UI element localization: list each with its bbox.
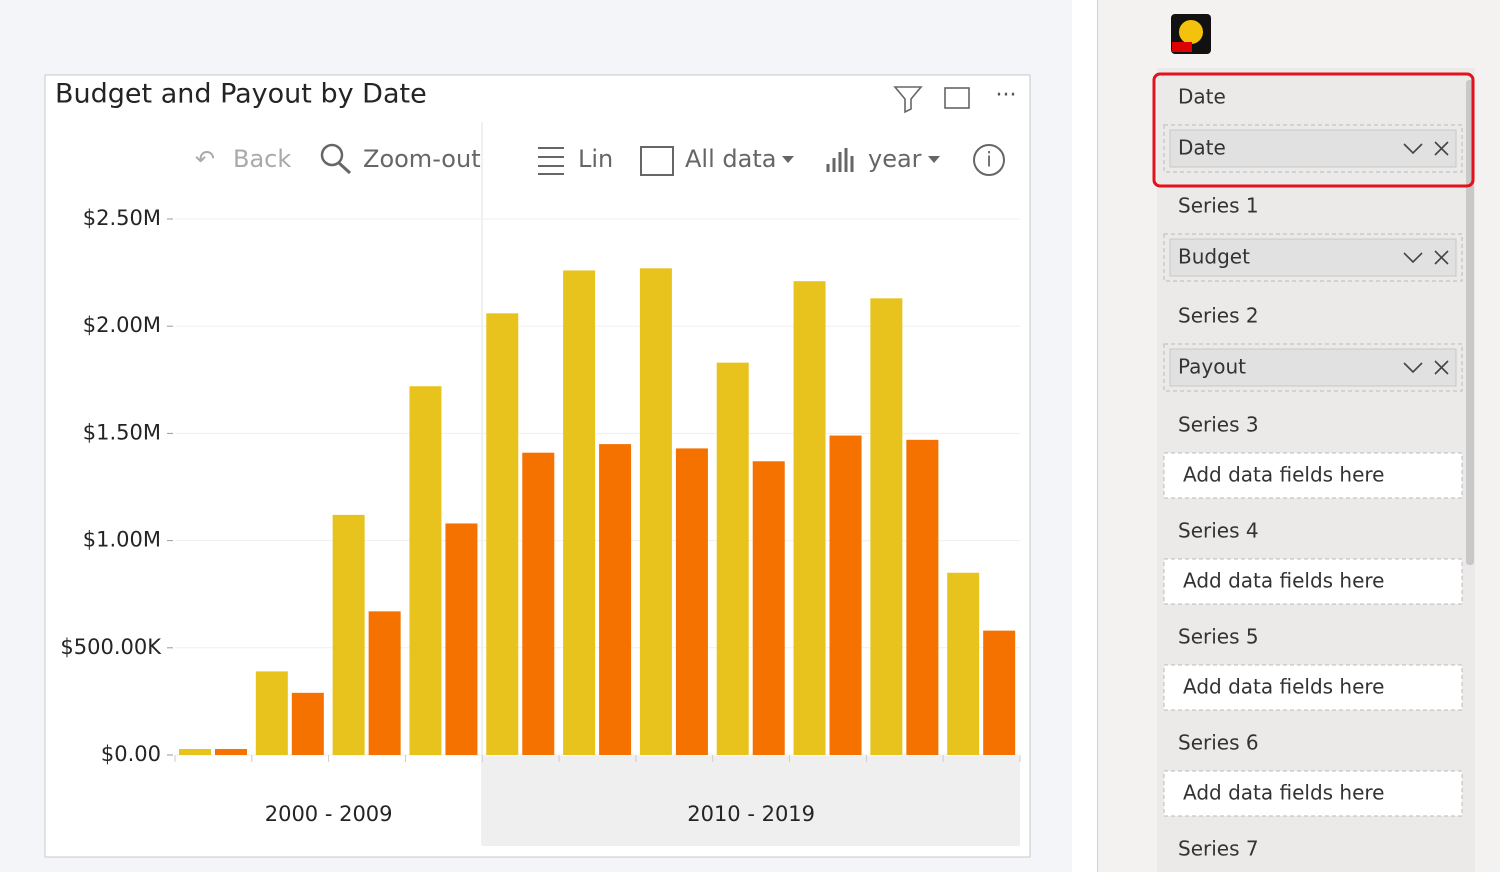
field-dropdown[interactable] [1403,362,1423,374]
well-title: Series 1 [1178,194,1259,218]
well-title: Series 5 [1178,625,1259,649]
bar [675,448,708,755]
x-group-label: 2010 - 2019 [687,802,815,826]
well-placeholder: Add data fields here [1183,675,1384,699]
period-icon [826,148,854,172]
field-name: Payout [1178,355,1246,379]
zoom-out-button[interactable]: Zoom-out [363,145,481,173]
bar [829,435,862,755]
bar [179,748,211,755]
well-title: Series 6 [1178,731,1259,755]
bar [486,313,519,755]
bar [215,748,247,755]
y-tick-label: $2.50M [83,206,161,230]
well-box [1163,233,1463,282]
well-box[interactable] [1163,452,1463,499]
well-placeholder: Add data fields here [1183,569,1384,593]
well-title: Series 4 [1178,519,1259,543]
range-caret [782,156,794,163]
field-dropdown[interactable] [1403,252,1423,264]
field-remove[interactable] [1434,250,1449,265]
well-placeholder: Add data fields here [1183,781,1384,805]
divider [1072,0,1098,872]
plot: $0.00 $500.00K $1.00M $1.50M $2.00M $2.50M 200… [60,206,1021,826]
bar [716,362,749,755]
range-icon [640,146,674,176]
bar [563,270,596,755]
info-icon[interactable] [973,144,1005,176]
filter-icon[interactable] [893,86,923,114]
period-button[interactable]: year [868,145,922,173]
bar [947,572,980,755]
field-remove[interactable] [1434,360,1449,375]
back-button[interactable]: Back [233,145,291,173]
zoom-icon [320,143,344,167]
chart-title: Budget and Payout by Date [55,79,427,110]
bar [368,611,401,755]
y-tick-label: $2.00M [83,313,161,337]
well-box [1163,124,1463,173]
well-box[interactable] [1163,558,1463,605]
bar [599,444,632,755]
bar [752,461,785,755]
scale-icon [538,147,564,175]
bar [906,439,939,755]
bar [332,514,365,755]
group-band [482,756,1020,846]
field-name: Date [1178,136,1226,160]
highlight [1152,72,1475,188]
more-icon[interactable]: ··· [996,83,1017,108]
y-tick-label: $1.00M [83,528,161,552]
well-title: Date [1178,85,1226,109]
range-button[interactable]: All data [685,145,776,173]
icon-dial [1179,20,1203,44]
well-box [1163,343,1463,392]
icon-badge [1172,42,1192,52]
y-tick-label: $500.00K [60,635,162,659]
scrollbar [1466,80,1474,565]
bar [870,298,903,755]
scale-button[interactable]: Lin [578,145,613,173]
well-box[interactable] [1163,664,1463,711]
field-dropdown[interactable] [1403,143,1423,155]
well-title: Series 7 [1178,837,1259,861]
bar [409,386,442,755]
fields-panel: Date Date Series 1 Budget Series 2 Payout Seri… [1163,85,1463,861]
x-group-label: 2000 - 2009 [265,802,393,826]
bar [255,671,288,755]
field-remove[interactable] [1434,141,1449,156]
field-name: Budget [1178,245,1250,269]
well-title: Series 2 [1178,304,1259,328]
zoom-icon-handle [337,161,352,175]
focus-icon[interactable] [944,87,970,109]
bar [522,452,555,755]
info-glyph: i [986,148,992,172]
back-icon[interactable]: ↶ [195,145,215,173]
period-caret [928,156,940,163]
bar [639,268,672,755]
y-tick-label: $1.50M [83,420,161,444]
bar [291,692,324,755]
bar [983,630,1016,755]
y-tick-label: $0.00 [101,742,161,766]
well-box[interactable] [1163,770,1463,817]
bar [445,523,478,755]
bar [793,281,826,755]
well-placeholder: Add data fields here [1183,463,1384,487]
well-title: Series 3 [1178,413,1259,437]
